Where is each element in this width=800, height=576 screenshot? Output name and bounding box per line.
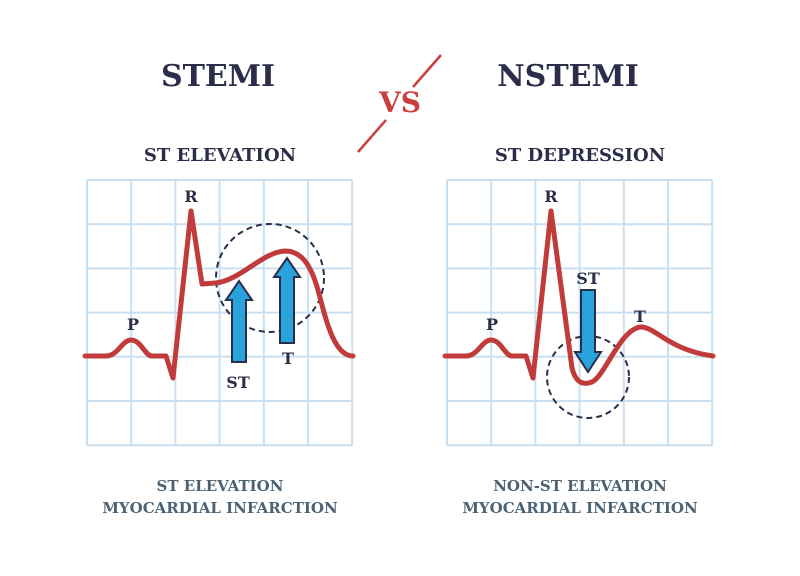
divider-slash-upper [412,54,442,88]
left-st-label: ST [226,373,250,392]
right-p-label: P [486,315,498,334]
stemi-ecg-trace [82,208,356,381]
st-down-arrow-icon [573,289,603,374]
nstemi-ecg-trace [442,208,716,386]
vs-label: VS [378,86,421,119]
right-t-label: T [634,307,646,326]
left-p-label: P [127,315,139,334]
left-ecg-grid [86,179,354,447]
right-subtitle: ST DEPRESSION [495,145,665,166]
left-r-label: R [184,187,198,206]
st-up-arrow-icon [224,279,254,363]
stemi-title: STEMI [161,59,275,94]
right-caption-line2: MYOCARDIAL INFARCTION [462,499,698,517]
right-ecg-grid [446,179,714,447]
st-elevation-highlight-circle [215,223,325,333]
right-caption-line1: NON-ST ELEVATION [493,477,667,495]
divider-slash-lower [357,119,387,153]
left-caption-line1: ST ELEVATION [157,477,284,495]
right-st-label: ST [576,269,600,288]
t-up-arrow-icon [272,256,302,344]
left-subtitle: ST ELEVATION [144,145,296,166]
nstemi-title: NSTEMI [497,59,639,94]
right-r-label: R [544,187,558,206]
left-t-label: T [282,349,294,368]
left-caption-line2: MYOCARDIAL INFARCTION [102,499,338,517]
